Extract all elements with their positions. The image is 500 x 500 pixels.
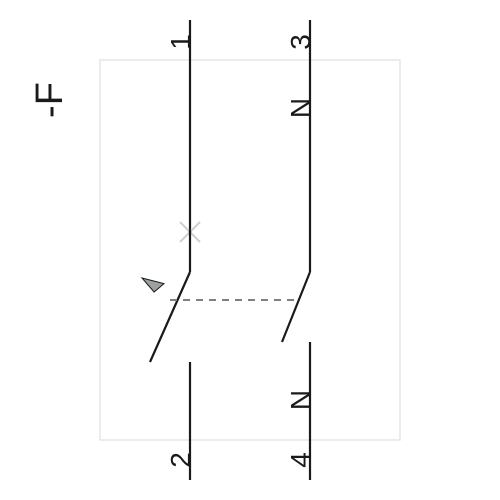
terminal-label-3: 3 [285, 34, 316, 50]
terminal-label-N1: N [285, 98, 316, 118]
background [0, 0, 500, 500]
designator-label: -F [29, 82, 71, 118]
terminal-label-1: 1 [165, 34, 196, 50]
terminal-label-N2: N [285, 390, 316, 410]
terminal-label-2: 2 [165, 452, 196, 468]
schematic-diagram: -F 1 3 N 2 4 N [0, 0, 500, 500]
terminal-label-4: 4 [285, 452, 316, 468]
